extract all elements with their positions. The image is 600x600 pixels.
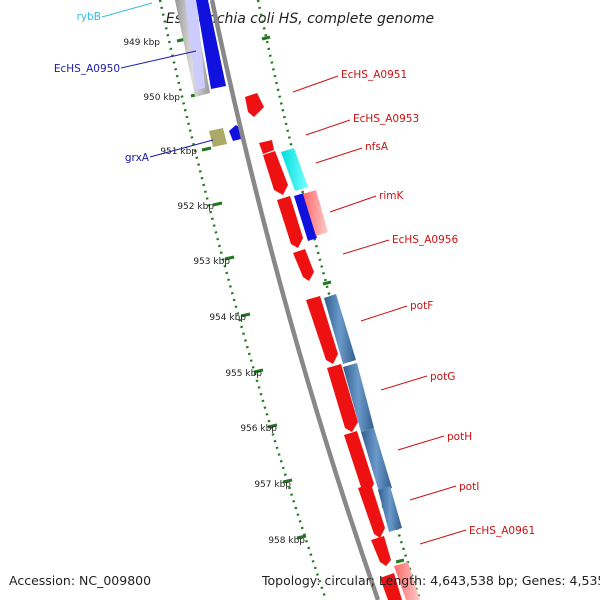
gene-label-rybb: rybB xyxy=(77,11,101,23)
gene-label-echs-a0951: EcHS_A0951 xyxy=(341,69,407,81)
tick-label-949: 949 kbp xyxy=(123,38,160,48)
gene-label-echs-a0953: EcHS_A0953 xyxy=(353,113,419,125)
accession-text: Accession: NC_009800 xyxy=(9,573,152,588)
feature-blue-cds xyxy=(196,0,226,89)
feature-red-cds-c xyxy=(263,151,288,195)
feature-rimk-pink xyxy=(303,190,328,236)
feature-potg-red xyxy=(327,364,358,432)
right-leaders xyxy=(292,75,467,545)
inner-gc-track xyxy=(158,0,328,600)
tick-label-951: 951 kbp xyxy=(160,147,197,157)
feature-red-cds-d xyxy=(277,196,303,248)
feature-poth-steel xyxy=(361,428,392,492)
tick-label-957: 957 kbp xyxy=(254,480,291,490)
feature-poth-red xyxy=(344,431,374,494)
tick-label-956: 956 kbp xyxy=(240,424,277,434)
tick-label-950: 950 kbp xyxy=(143,93,180,103)
gene-label-potg: potG xyxy=(430,371,455,383)
gene-label-rimk: rimK xyxy=(379,190,404,202)
gene-label-poth: potH xyxy=(447,431,472,443)
feature-nfsa-cds xyxy=(281,148,308,191)
feature-olive-cds xyxy=(209,128,227,147)
feature-red-cds-e xyxy=(293,249,314,281)
left-leaders xyxy=(101,2,214,158)
gene-label-poti: potI xyxy=(459,481,479,493)
feature-rimk-blue xyxy=(294,193,317,241)
feature-potg-steel xyxy=(343,363,374,432)
tick-label-953: 953 kbp xyxy=(193,257,230,267)
feature-red-cds-f xyxy=(371,536,391,566)
tick-label-954: 954 kbp xyxy=(209,313,246,323)
tick-label-958: 958 kbp xyxy=(268,536,305,546)
gene-label-echs-a0956: EcHS_A0956 xyxy=(392,234,458,246)
feature-poti-red xyxy=(358,484,385,538)
feature-pink-cds-end xyxy=(394,562,420,600)
tick-marks xyxy=(176,37,307,540)
feature-red-cds-b xyxy=(259,140,274,154)
feature-potf-steel xyxy=(324,294,356,364)
feature-blue-band-light xyxy=(185,0,205,90)
gene-label-echs-a0950: EcHS_A0950 xyxy=(54,63,120,75)
feature-poti-steel xyxy=(378,486,402,532)
feature-red-cds-a xyxy=(245,93,264,117)
gene-label-grxa: grxA xyxy=(125,152,150,164)
tick-label-955: 955 kbp xyxy=(225,369,262,379)
gene-label-nfsa: nfsA xyxy=(365,141,389,153)
feature-potf-red xyxy=(306,296,338,364)
gene-label-echs-a0961: EcHS_A0961 xyxy=(469,525,535,537)
map-title: Escherichia coli HS, complete genome xyxy=(166,11,434,27)
gene-label-potf: potF xyxy=(410,300,433,312)
genome-summary-text: Topology: circular; Length: 4,643,538 bp… xyxy=(262,573,600,588)
tick-label-952: 952 kbp xyxy=(177,202,214,212)
genome-backbone xyxy=(209,0,381,600)
feature-red-cds-g xyxy=(380,573,402,600)
